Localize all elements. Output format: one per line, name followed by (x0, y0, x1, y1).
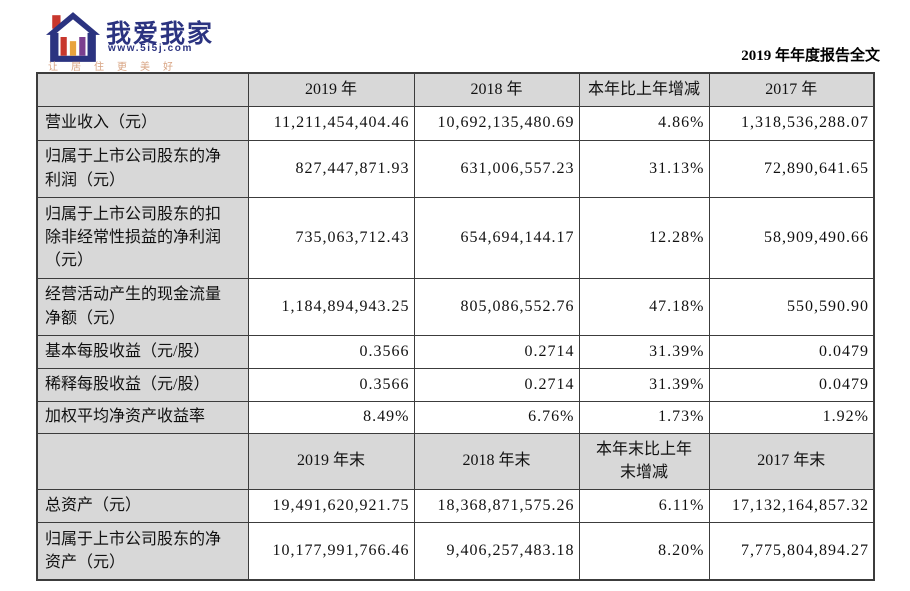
value-cell: 31.39% (578, 367, 710, 402)
value-cell: 0.0479 (708, 334, 875, 369)
value-cell: 654,694,144.17 (413, 196, 580, 279)
value-cell: 10,692,135,480.69 (413, 105, 580, 141)
column-header-end-change: 本年末比上年 末增减 (578, 432, 710, 490)
year-end-header-row: 2019 年末 2018 年末 本年末比上年 末增减 2017 年末 (36, 432, 875, 490)
table-row-net-profit-deducted: 归属于上市公司股东的扣除非经常性损益的净利润（元） 735,063,712.43… (36, 196, 875, 279)
value-cell: 1.73% (578, 400, 710, 434)
table-row-total-assets: 总资产（元） 19,491,620,921.75 18,368,871,575.… (36, 488, 875, 523)
table-row-net-profit: 归属于上市公司股东的净利润（元） 827,447,871.93 631,006,… (36, 139, 875, 198)
value-cell: 6.11% (578, 488, 710, 523)
financial-summary-table: 2019 年 2018 年 本年比上年增减 2017 年 营业收入（元） 11,… (36, 72, 875, 581)
value-cell: 0.3566 (247, 334, 415, 369)
value-cell: 0.3566 (247, 367, 415, 402)
value-cell: 9,406,257,483.18 (413, 521, 580, 581)
row-label: 基本每股收益（元/股） (36, 334, 249, 369)
column-header-2017-end: 2017 年末 (708, 432, 875, 490)
table-row-diluted-eps: 稀释每股收益（元/股） 0.3566 0.2714 31.39% 0.0479 (36, 367, 875, 402)
value-cell: 550,590.90 (708, 277, 875, 336)
value-cell: 827,447,871.93 (247, 139, 415, 198)
value-cell: 0.2714 (413, 334, 580, 369)
column-header-2017: 2017 年 (708, 72, 875, 107)
row-label: 归属于上市公司股东的净利润（元） (36, 139, 249, 198)
value-cell: 7,775,804,894.27 (708, 521, 875, 581)
value-cell: 8.49% (247, 400, 415, 434)
value-cell: 0.0479 (708, 367, 875, 402)
column-header-2019-end: 2019 年末 (247, 432, 415, 490)
company-website: www.5i5j.com (108, 43, 193, 54)
value-cell: 631,006,557.23 (413, 139, 580, 198)
company-tagline: 让居住更美好 (48, 62, 186, 73)
value-cell: 1,184,894,943.25 (247, 277, 415, 336)
column-header-change: 本年比上年增减 (578, 72, 710, 107)
value-cell: 805,086,552.76 (413, 277, 580, 336)
value-cell: 47.18% (578, 277, 710, 336)
column-header-2018-end: 2018 年末 (413, 432, 580, 490)
row-label: 总资产（元） (36, 488, 249, 523)
value-cell: 31.13% (578, 139, 710, 198)
table-row-basic-eps: 基本每股收益（元/股） 0.3566 0.2714 31.39% 0.0479 (36, 334, 875, 369)
company-logo: 我爱我家 www.5i5j.com 让居住更美好 (44, 10, 244, 73)
table-row-operating-cash-flow: 经营活动产生的现金流量净额（元） 1,184,894,943.25 805,08… (36, 277, 875, 336)
row-label: 经营活动产生的现金流量净额（元） (36, 277, 249, 336)
value-cell: 1.92% (708, 400, 875, 434)
value-cell: 6.76% (413, 400, 580, 434)
house-icon (46, 12, 100, 62)
value-cell: 10,177,991,766.46 (247, 521, 415, 581)
column-header-blank (36, 72, 249, 107)
table-row-revenue: 营业收入（元） 11,211,454,404.46 10,692,135,480… (36, 105, 875, 141)
table-row-net-assets: 归属于上市公司股东的净资产（元） 10,177,991,766.46 9,406… (36, 521, 875, 581)
value-cell: 18,368,871,575.26 (413, 488, 580, 523)
row-label: 稀释每股收益（元/股） (36, 367, 249, 402)
value-cell: 8.20% (578, 521, 710, 581)
value-cell: 11,211,454,404.46 (247, 105, 415, 141)
value-cell: 31.39% (578, 334, 710, 369)
column-header-2018: 2018 年 (413, 72, 580, 107)
column-header-2019: 2019 年 (247, 72, 415, 107)
row-label: 归属于上市公司股东的净资产（元） (36, 521, 249, 581)
row-label: 归属于上市公司股东的扣除非经常性损益的净利润（元） (36, 196, 249, 279)
value-cell: 19,491,620,921.75 (247, 488, 415, 523)
report-title: 2019 年年度报告全文 (741, 48, 880, 64)
value-cell: 58,909,490.66 (708, 196, 875, 279)
value-cell: 4.86% (578, 105, 710, 141)
value-cell: 12.28% (578, 196, 710, 279)
table-row-weighted-roe: 加权平均净资产收益率 8.49% 6.76% 1.73% 1.92% (36, 400, 875, 434)
value-cell: 17,132,164,857.32 (708, 488, 875, 523)
value-cell: 735,063,712.43 (247, 196, 415, 279)
value-cell: 1,318,536,288.07 (708, 105, 875, 141)
company-name: 我爱我家 (106, 21, 215, 48)
column-header-blank (36, 432, 249, 490)
row-label: 营业收入（元） (36, 105, 249, 141)
value-cell: 0.2714 (413, 367, 580, 402)
value-cell: 72,890,641.65 (708, 139, 875, 198)
annual-header-row: 2019 年 2018 年 本年比上年增减 2017 年 (36, 72, 875, 107)
row-label: 加权平均净资产收益率 (36, 400, 249, 434)
